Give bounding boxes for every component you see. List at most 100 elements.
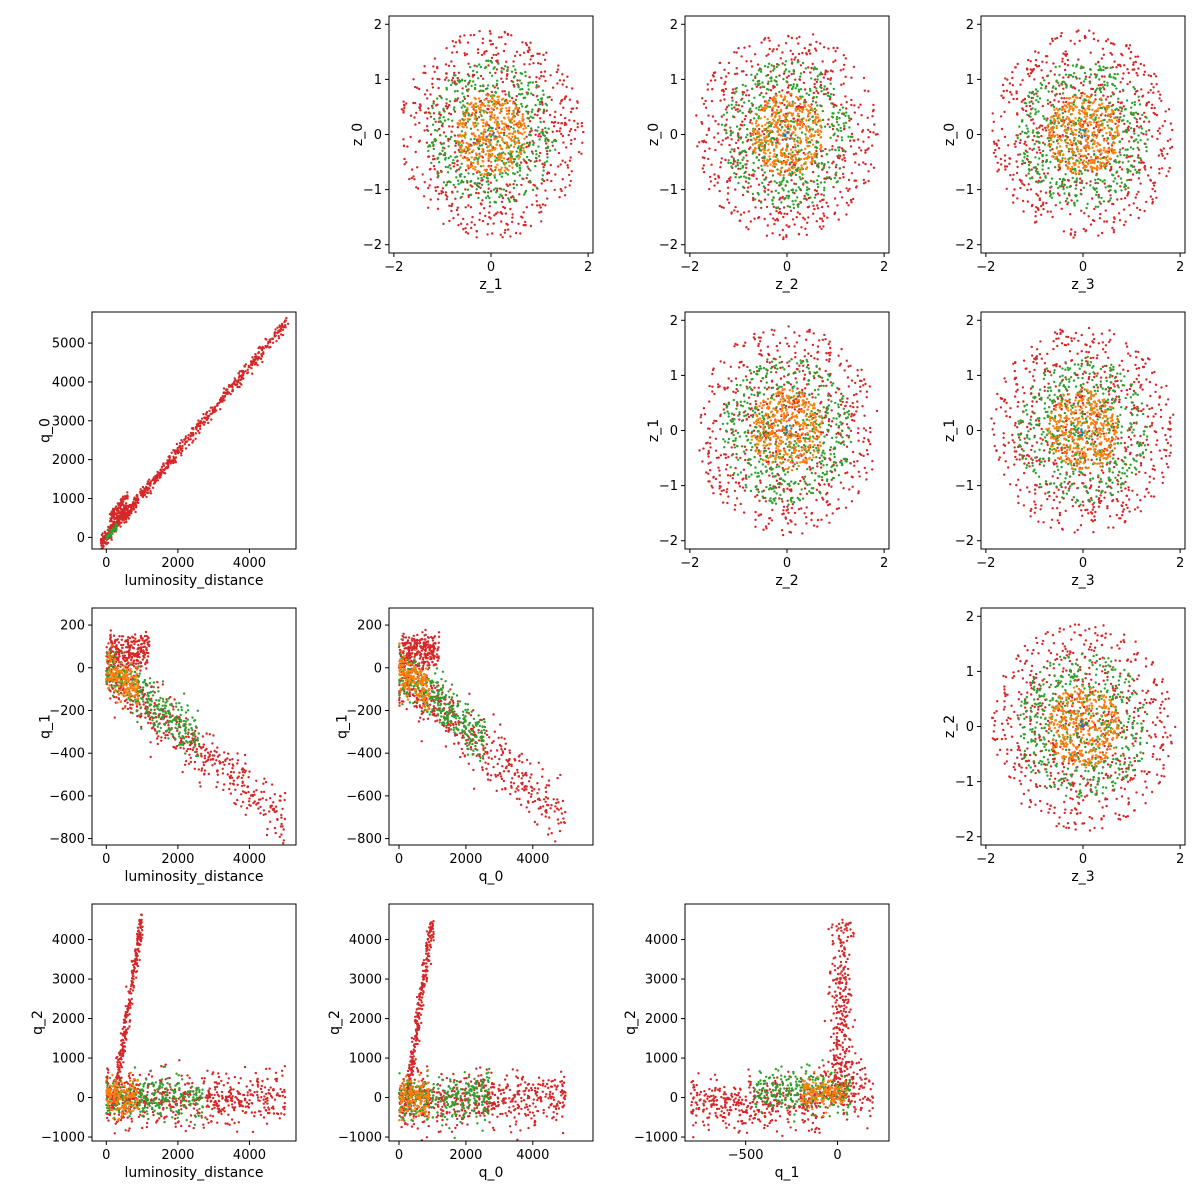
scatter-point bbox=[1140, 131, 1143, 135]
scatter-point bbox=[725, 129, 728, 132]
scatter-point bbox=[499, 154, 502, 157]
scatter-point bbox=[816, 75, 819, 78]
scatter-point bbox=[413, 178, 416, 181]
scatter-point bbox=[774, 206, 778, 209]
scatter-point bbox=[869, 163, 873, 166]
scatter-point bbox=[545, 109, 548, 112]
scatter-point bbox=[1000, 127, 1004, 131]
scatter-point bbox=[1004, 77, 1007, 80]
scatter-point bbox=[531, 108, 534, 111]
scatter-point bbox=[486, 233, 489, 236]
scatter-point bbox=[842, 154, 845, 157]
scatter-point bbox=[1152, 91, 1155, 94]
scatter-point bbox=[500, 67, 503, 70]
scatter-point bbox=[1102, 105, 1105, 109]
scatter-point bbox=[1052, 114, 1056, 118]
scatter-point bbox=[436, 103, 439, 106]
scatter-point bbox=[432, 65, 435, 68]
scatter-point bbox=[1063, 108, 1066, 111]
scatter-point bbox=[1156, 129, 1160, 133]
scatter-point bbox=[1106, 136, 1109, 140]
scatter-point bbox=[1056, 117, 1059, 120]
scatter-point bbox=[1147, 120, 1151, 123]
scatter-point bbox=[1082, 100, 1086, 103]
scatter-point bbox=[1038, 141, 1041, 144]
scatter-point bbox=[522, 51, 526, 54]
scatter-point bbox=[1075, 159, 1078, 162]
scatter-point bbox=[787, 74, 790, 78]
scatter-point bbox=[735, 101, 738, 104]
scatter-point bbox=[1128, 140, 1131, 143]
scatter-point bbox=[458, 119, 461, 122]
scatter-point bbox=[1028, 177, 1032, 180]
scatter-point bbox=[459, 222, 463, 225]
scatter-point bbox=[1056, 152, 1060, 155]
scatter-point bbox=[821, 219, 824, 223]
scatter-point bbox=[774, 189, 778, 192]
scatter-point bbox=[1005, 165, 1009, 168]
scatter-point bbox=[779, 123, 782, 127]
scatter-point bbox=[1111, 66, 1114, 69]
scatter-point bbox=[772, 205, 775, 208]
scatter-point bbox=[492, 108, 495, 111]
scatter-point bbox=[536, 110, 540, 113]
scatter-point bbox=[1091, 131, 1094, 135]
scatter-point bbox=[503, 126, 506, 129]
scatter-point bbox=[175, 442, 179, 446]
scatter-point bbox=[744, 136, 748, 139]
scatter-point bbox=[1062, 87, 1065, 91]
scatter-point bbox=[1090, 168, 1094, 172]
scatter-point bbox=[1077, 119, 1080, 122]
scatter-point bbox=[1140, 159, 1143, 162]
scatter-point bbox=[453, 134, 457, 137]
scatter-point bbox=[529, 181, 532, 184]
scatter-point bbox=[501, 137, 504, 140]
scatter-point bbox=[1130, 135, 1133, 139]
scatter-point bbox=[223, 399, 226, 402]
scatter-point bbox=[510, 121, 514, 124]
scatter-point bbox=[1008, 162, 1011, 165]
scatter-point bbox=[546, 197, 549, 200]
scatter-point bbox=[798, 176, 801, 179]
scatter-point bbox=[839, 126, 842, 130]
scatter-point bbox=[461, 156, 465, 160]
scatter-point bbox=[819, 136, 822, 139]
scatter-point bbox=[833, 103, 837, 107]
scatter-point bbox=[1135, 193, 1139, 196]
scatter-point bbox=[817, 162, 820, 165]
scatter-point bbox=[451, 202, 454, 206]
scatter-point bbox=[794, 146, 797, 149]
scatter-point bbox=[807, 187, 811, 191]
scatter-point bbox=[750, 102, 753, 105]
scatter-point bbox=[1100, 57, 1104, 60]
scatter-point bbox=[1155, 83, 1158, 86]
scatter-point bbox=[460, 79, 464, 82]
scatter-point bbox=[1069, 232, 1073, 235]
scatter-point bbox=[1019, 153, 1022, 156]
scatter-point bbox=[759, 149, 763, 152]
scatter-point bbox=[426, 97, 429, 100]
scatter-point bbox=[514, 54, 517, 58]
scatter-point bbox=[790, 154, 793, 157]
scatter-point bbox=[518, 145, 522, 149]
scatter-point bbox=[1061, 57, 1064, 60]
scatter-point bbox=[429, 198, 432, 201]
scatter-point bbox=[504, 166, 507, 169]
scatter-point bbox=[1055, 181, 1058, 184]
scatter-point bbox=[994, 155, 997, 158]
scatter-point bbox=[825, 153, 829, 156]
scatter-point bbox=[512, 160, 516, 163]
scatter-point bbox=[524, 42, 528, 45]
scatter-point bbox=[480, 183, 484, 187]
scatter-point bbox=[1075, 129, 1078, 132]
scatter-point bbox=[1021, 119, 1024, 122]
scatter-point bbox=[1128, 44, 1132, 47]
scatter-point bbox=[1019, 186, 1022, 190]
scatter-point bbox=[431, 123, 435, 126]
scatter-point bbox=[1097, 126, 1100, 129]
scatter-point bbox=[740, 70, 744, 73]
scatter-point bbox=[1118, 118, 1121, 121]
scatter-point bbox=[1048, 191, 1052, 194]
scatter-point bbox=[1076, 148, 1080, 151]
scatter-point bbox=[1061, 107, 1064, 110]
